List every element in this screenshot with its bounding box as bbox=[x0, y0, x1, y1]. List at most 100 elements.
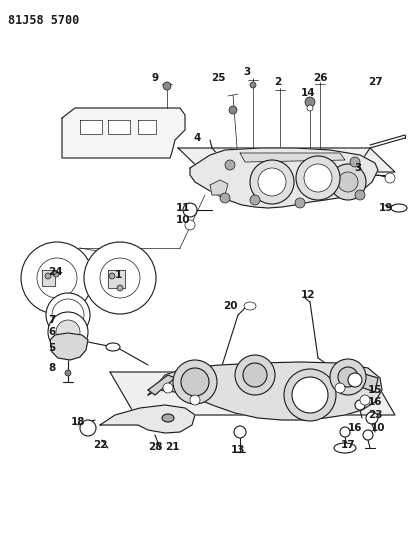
Circle shape bbox=[190, 395, 200, 405]
Circle shape bbox=[348, 373, 362, 387]
Text: 7: 7 bbox=[48, 315, 56, 325]
Circle shape bbox=[53, 271, 59, 277]
Polygon shape bbox=[148, 362, 382, 420]
Circle shape bbox=[84, 242, 156, 314]
Circle shape bbox=[307, 105, 313, 111]
Text: 21: 21 bbox=[165, 442, 179, 452]
Circle shape bbox=[330, 164, 366, 200]
Circle shape bbox=[363, 430, 373, 440]
Circle shape bbox=[235, 355, 275, 395]
Text: 10: 10 bbox=[371, 423, 385, 433]
Text: 20: 20 bbox=[223, 301, 237, 311]
Circle shape bbox=[330, 359, 366, 395]
Circle shape bbox=[48, 312, 88, 352]
Circle shape bbox=[220, 193, 230, 203]
Circle shape bbox=[229, 106, 237, 114]
Circle shape bbox=[292, 377, 328, 413]
Circle shape bbox=[250, 195, 260, 205]
Circle shape bbox=[295, 198, 305, 208]
Circle shape bbox=[56, 320, 80, 344]
Circle shape bbox=[45, 273, 51, 279]
Text: 4: 4 bbox=[193, 133, 201, 143]
Circle shape bbox=[46, 293, 90, 337]
Circle shape bbox=[243, 363, 267, 387]
Text: 13: 13 bbox=[231, 445, 245, 455]
Circle shape bbox=[250, 82, 256, 88]
Polygon shape bbox=[62, 108, 185, 158]
Text: 17: 17 bbox=[341, 440, 355, 450]
Text: 16: 16 bbox=[348, 423, 362, 433]
Text: 1: 1 bbox=[115, 270, 121, 280]
Polygon shape bbox=[80, 120, 102, 134]
Circle shape bbox=[360, 395, 370, 405]
Polygon shape bbox=[108, 120, 130, 134]
Text: 25: 25 bbox=[211, 73, 225, 83]
Circle shape bbox=[37, 258, 77, 298]
Text: 15: 15 bbox=[368, 385, 382, 395]
Circle shape bbox=[234, 426, 246, 438]
Text: 19: 19 bbox=[379, 203, 393, 213]
Circle shape bbox=[355, 400, 365, 410]
Circle shape bbox=[65, 370, 71, 376]
Circle shape bbox=[100, 258, 140, 298]
Text: 14: 14 bbox=[301, 88, 315, 98]
Circle shape bbox=[338, 367, 358, 387]
Circle shape bbox=[258, 168, 286, 196]
Circle shape bbox=[225, 160, 235, 170]
Text: 9: 9 bbox=[151, 73, 159, 83]
Circle shape bbox=[250, 160, 294, 204]
Circle shape bbox=[183, 203, 197, 217]
Polygon shape bbox=[42, 270, 55, 286]
Ellipse shape bbox=[106, 343, 120, 351]
Polygon shape bbox=[138, 120, 156, 134]
Circle shape bbox=[80, 420, 96, 436]
Circle shape bbox=[181, 368, 209, 396]
Text: 2: 2 bbox=[274, 77, 282, 87]
Circle shape bbox=[185, 220, 195, 230]
Circle shape bbox=[163, 383, 173, 393]
Polygon shape bbox=[50, 333, 88, 360]
Polygon shape bbox=[148, 375, 175, 395]
Text: 26: 26 bbox=[313, 73, 327, 83]
Circle shape bbox=[304, 164, 332, 192]
Circle shape bbox=[350, 157, 360, 167]
Circle shape bbox=[21, 242, 93, 314]
Text: 3: 3 bbox=[354, 163, 362, 173]
Circle shape bbox=[117, 285, 123, 291]
Circle shape bbox=[109, 273, 115, 279]
Polygon shape bbox=[100, 405, 195, 433]
Polygon shape bbox=[178, 148, 395, 172]
Text: 5: 5 bbox=[48, 343, 56, 353]
Text: 16: 16 bbox=[368, 397, 382, 407]
Text: 28: 28 bbox=[148, 442, 162, 452]
Text: 23: 23 bbox=[368, 410, 382, 420]
Text: 6: 6 bbox=[48, 327, 56, 337]
Polygon shape bbox=[108, 270, 125, 288]
Circle shape bbox=[340, 427, 350, 437]
Polygon shape bbox=[110, 372, 395, 415]
Circle shape bbox=[385, 173, 395, 183]
Text: 11: 11 bbox=[176, 203, 190, 213]
Text: 8: 8 bbox=[48, 363, 56, 373]
Polygon shape bbox=[240, 153, 345, 162]
Circle shape bbox=[355, 190, 365, 200]
Text: 3: 3 bbox=[243, 67, 251, 77]
Text: 10: 10 bbox=[176, 215, 190, 225]
Text: 22: 22 bbox=[93, 440, 107, 450]
Text: 12: 12 bbox=[301, 290, 315, 300]
Polygon shape bbox=[355, 372, 378, 392]
Ellipse shape bbox=[391, 204, 407, 212]
Circle shape bbox=[284, 369, 336, 421]
Circle shape bbox=[305, 97, 315, 107]
Circle shape bbox=[366, 412, 378, 424]
Circle shape bbox=[173, 360, 217, 404]
Text: 18: 18 bbox=[71, 417, 85, 427]
Polygon shape bbox=[190, 148, 378, 208]
Circle shape bbox=[338, 172, 358, 192]
Ellipse shape bbox=[244, 302, 256, 310]
Ellipse shape bbox=[334, 443, 356, 453]
Text: 81J58 5700: 81J58 5700 bbox=[8, 14, 79, 27]
Circle shape bbox=[335, 383, 345, 393]
Text: 24: 24 bbox=[48, 267, 62, 277]
Circle shape bbox=[52, 299, 84, 331]
